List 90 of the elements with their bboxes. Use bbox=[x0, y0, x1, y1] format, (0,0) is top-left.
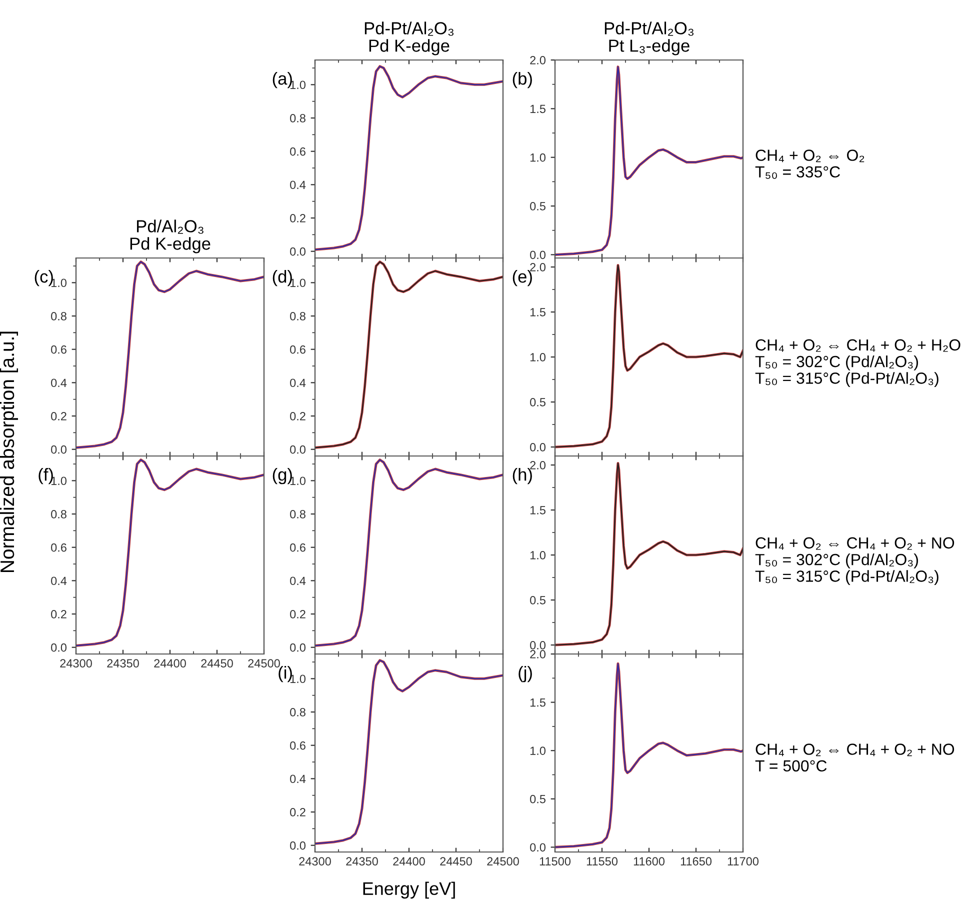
y-tick-label: 0.0 bbox=[530, 443, 546, 452]
chart-title: Pd-Pt/Al₂O₃ Pd K-edge bbox=[364, 22, 454, 56]
text: CH₄ + O₂ ⇔ O₂ T₅₀ = 335°C bbox=[755, 150, 864, 179]
x-tick-label: 24300 bbox=[299, 857, 331, 866]
y-tick-label: 0.6 bbox=[290, 741, 306, 750]
y-tick-label: 0.2 bbox=[51, 610, 66, 618]
text: CH₄ + O₂ ⇔ CH₄ + O₂ + NO T = 500°C bbox=[755, 744, 954, 772]
text: (f) bbox=[38, 468, 53, 484]
y-tick-label: 2.0 bbox=[530, 461, 546, 470]
x-tick-label: 11600 bbox=[634, 857, 665, 866]
y-tick-label: 0.2 bbox=[51, 412, 66, 420]
y-tick-label: 0.6 bbox=[290, 345, 306, 354]
y-tick-label: 1.0 bbox=[530, 746, 546, 755]
y-tick-label: 1.0 bbox=[290, 80, 306, 90]
y-tick-label: 0.2 bbox=[290, 412, 306, 420]
y-tick-label: 1.0 bbox=[530, 353, 546, 362]
y-tick-label: 1.5 bbox=[530, 506, 546, 514]
x-tick-label: 11550 bbox=[586, 857, 618, 866]
y-tick-label: 0.8 bbox=[51, 510, 66, 518]
y-tick-label: 0.4 bbox=[290, 378, 306, 388]
text: (j) bbox=[518, 666, 532, 682]
y-tick-label: 0.6 bbox=[290, 147, 306, 156]
y-tick-label: 0.0 bbox=[290, 247, 306, 256]
y-tick-label: 0.4 bbox=[290, 180, 306, 190]
x-tick-label: 24500 bbox=[248, 659, 280, 668]
y-tick-label: 0.2 bbox=[290, 610, 306, 618]
text: (g) bbox=[272, 468, 292, 484]
y-axis-title: Normalized absorption [a.u.] bbox=[0, 332, 18, 572]
y-tick-label: 0.2 bbox=[290, 214, 306, 222]
y-tick-label: 0.8 bbox=[290, 510, 306, 518]
y-tick-label: 0.5 bbox=[530, 794, 546, 804]
y-tick-label: 0.6 bbox=[51, 345, 66, 354]
y-tick-label: 0.5 bbox=[530, 596, 546, 604]
text: (h) bbox=[512, 468, 532, 484]
x-tick-label: 24500 bbox=[487, 857, 519, 866]
x-tick-label: 24450 bbox=[201, 659, 233, 668]
y-tick-label: 1.0 bbox=[290, 278, 306, 288]
x-tick-label: 11500 bbox=[540, 857, 571, 866]
y-tick-label: 1.0 bbox=[530, 153, 546, 162]
text: (c) bbox=[34, 270, 53, 286]
y-tick-label: 1.0 bbox=[290, 674, 306, 684]
x-tick-label: 11700 bbox=[728, 857, 759, 866]
text: CH₄ + O₂ ⇔ CH₄ + O₂ + H₂O T₅₀ = 302°C (Pd/Al₂O₃) T₅₀ = 315°C (Pd-Pt/Al₂O₃) bbox=[755, 339, 960, 387]
y-tick-label: 0.0 bbox=[290, 841, 306, 850]
y-tick-label: 0.5 bbox=[530, 398, 546, 406]
x-tick-label: 24450 bbox=[440, 857, 472, 866]
x-tick-label: 24400 bbox=[393, 857, 425, 866]
text: (e) bbox=[512, 270, 532, 286]
y-tick-label: 0.0 bbox=[51, 643, 67, 652]
y-tick-label: 0.8 bbox=[290, 312, 306, 320]
text: (d) bbox=[272, 270, 292, 286]
x-tick-label: 24400 bbox=[154, 659, 186, 668]
y-tick-label: 0.4 bbox=[51, 378, 67, 388]
text: CH₄ + O₂ ⇔ CH₄ + O₂ + NO T₅₀ = 302°C (Pd/Al₂O₃) T₅₀ = 315°C (Pd-Pt/Al₂O₃) bbox=[755, 537, 954, 585]
y-tick-label: 0.0 bbox=[290, 643, 306, 652]
chart-title: Pd/Al₂O₃ Pd K-edge bbox=[130, 220, 210, 254]
y-tick-label: 0.0 bbox=[530, 641, 546, 650]
y-tick-label: 1.0 bbox=[51, 278, 67, 288]
y-tick-label: 0.2 bbox=[290, 808, 306, 816]
y-tick-label: 1.5 bbox=[530, 308, 546, 316]
chart-title: Pd-Pt/Al₂O₃ Pt L₃-edge bbox=[604, 22, 694, 56]
y-tick-label: 0.6 bbox=[51, 543, 66, 552]
x-tick-label: 24350 bbox=[107, 659, 139, 668]
y-tick-label: 0.8 bbox=[51, 312, 66, 320]
y-tick-label: 0.0 bbox=[530, 843, 546, 852]
y-tick-label: 2.0 bbox=[530, 56, 546, 64]
y-tick-label: 0.8 bbox=[290, 708, 306, 716]
y-tick-label: 1.5 bbox=[530, 698, 546, 707]
y-tick-label: 0.6 bbox=[290, 543, 306, 552]
y-tick-label: 2.0 bbox=[530, 650, 546, 658]
y-tick-label: 1.0 bbox=[51, 476, 67, 486]
y-tick-label: 0.4 bbox=[290, 774, 306, 784]
y-tick-label: 0.5 bbox=[530, 202, 546, 210]
y-tick-label: 0.4 bbox=[51, 576, 67, 586]
y-tick-label: 0.0 bbox=[51, 445, 67, 454]
x-tick-label: 11650 bbox=[680, 857, 712, 866]
x-tick-label: 24350 bbox=[346, 857, 378, 866]
text: (i) bbox=[278, 666, 292, 682]
x-tick-label: 24300 bbox=[60, 659, 92, 668]
x-axis-title: Energy [eV] bbox=[363, 882, 455, 899]
y-tick-label: 2.0 bbox=[530, 263, 546, 272]
text: (b) bbox=[512, 72, 532, 88]
text: (a) bbox=[272, 72, 292, 88]
y-tick-label: 1.0 bbox=[530, 551, 546, 560]
y-tick-label: 0.0 bbox=[530, 250, 546, 260]
y-tick-label: 0.0 bbox=[290, 445, 306, 454]
y-tick-label: 0.4 bbox=[290, 576, 306, 586]
y-tick-label: 0.8 bbox=[290, 114, 306, 122]
y-tick-label: 1.0 bbox=[290, 476, 306, 486]
y-tick-label: 1.5 bbox=[530, 104, 546, 114]
